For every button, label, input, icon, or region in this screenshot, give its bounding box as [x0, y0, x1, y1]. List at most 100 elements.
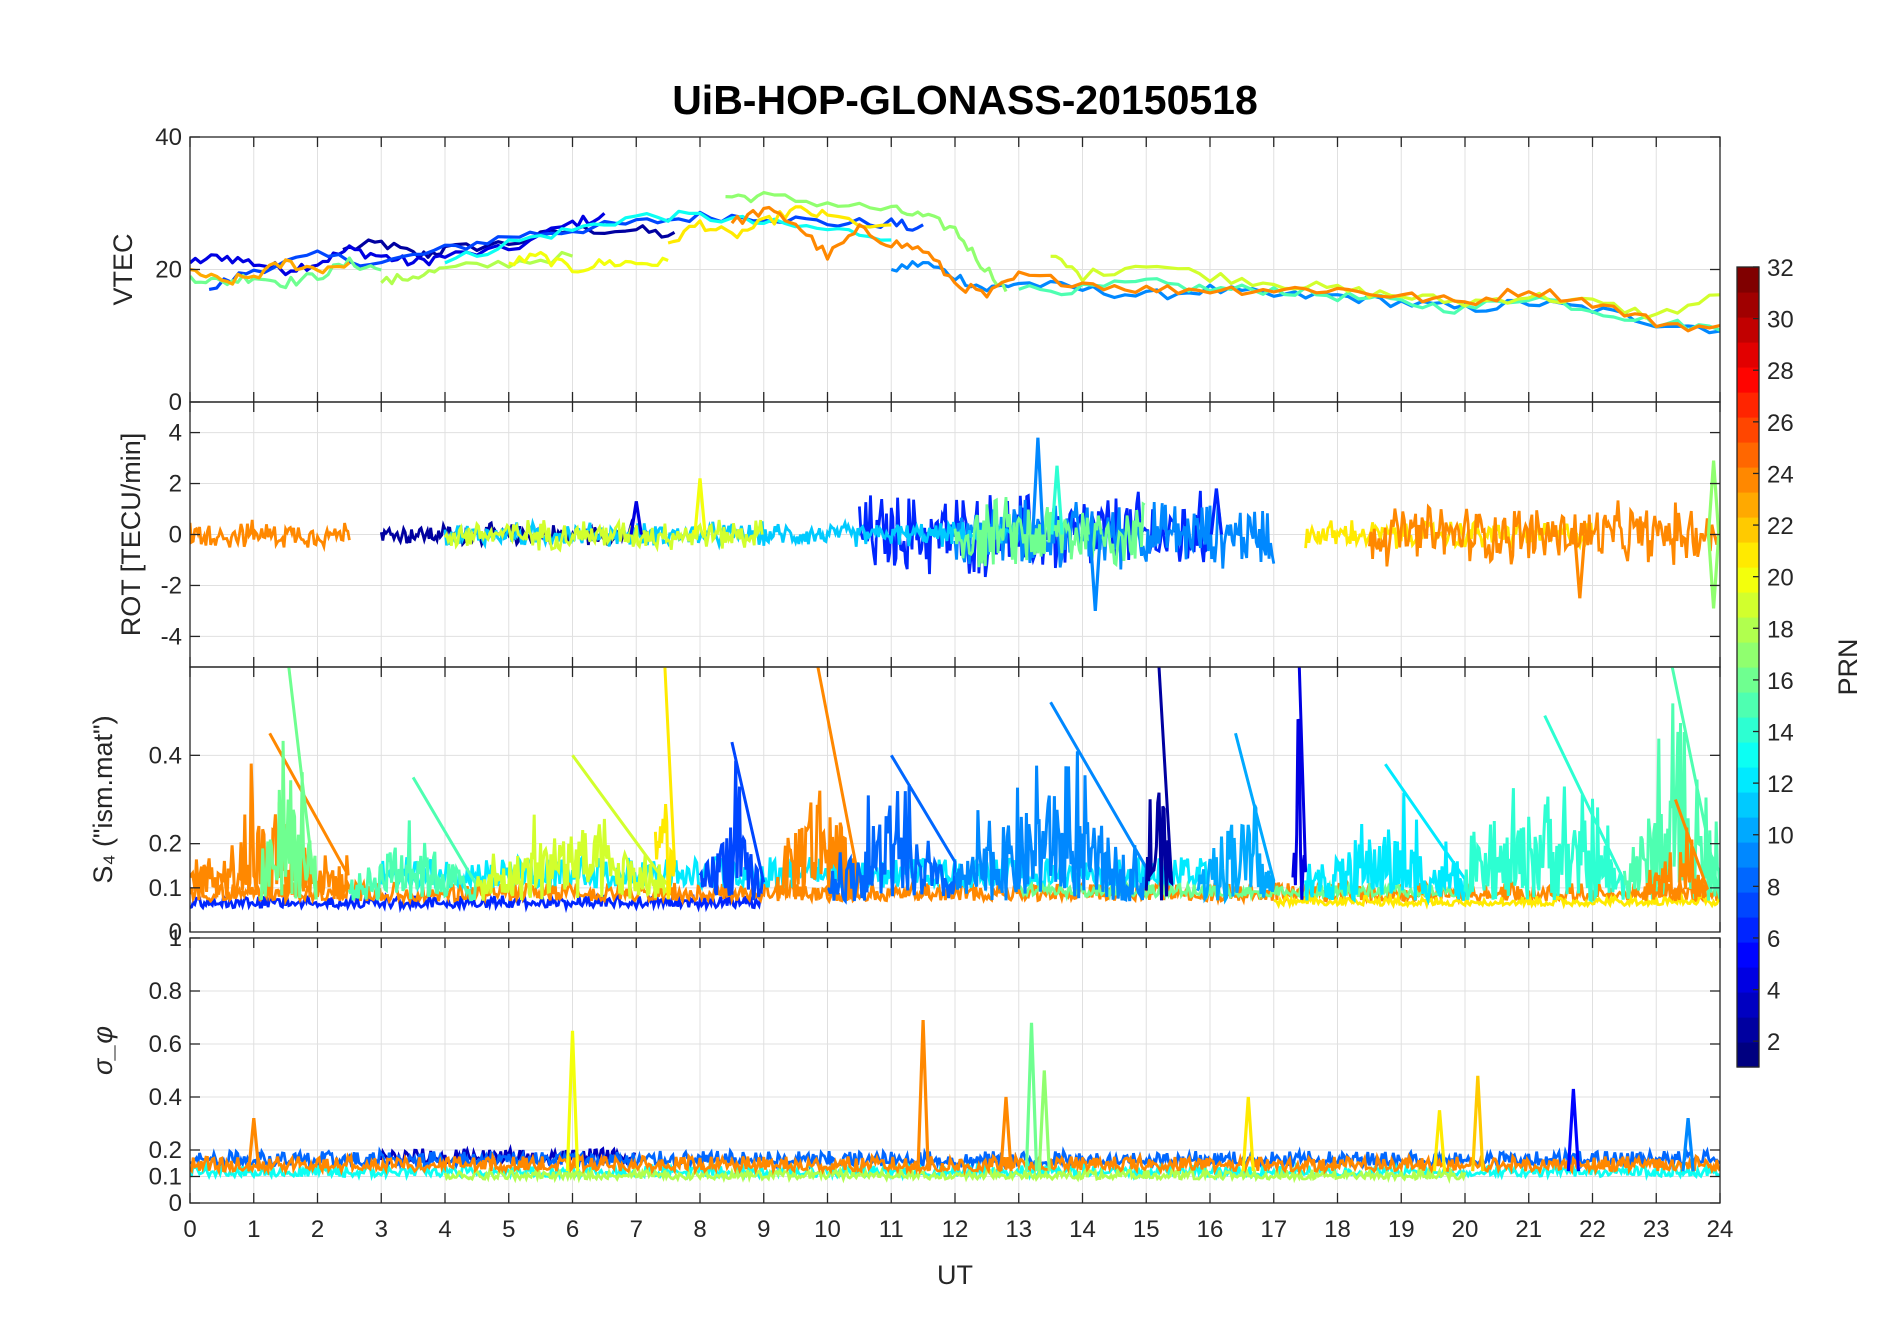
series-group	[190, 191, 1720, 335]
peak-prn-17	[1706, 460, 1720, 535]
series-noise-prn-24	[190, 1151, 1720, 1177]
ticks: 00.10.20.40.60.810 1 2 3 4 5 6 7 8 9 10 11 12 13 14 15 1…	[149, 925, 1734, 1243]
colorbar-band	[1737, 717, 1759, 743]
series-group	[190, 667, 1720, 914]
burst-prn-19	[475, 754, 670, 901]
peak-prn-24	[999, 1096, 1013, 1172]
peak-prn-14	[1050, 465, 1064, 535]
y-tick-label: 4	[169, 420, 182, 447]
colorbar-frame	[1736, 266, 1760, 1068]
peak-prn-20	[693, 478, 707, 535]
colorbar-band	[1737, 292, 1759, 318]
y-tick-label: 0	[169, 389, 182, 416]
x-tick-label: 19	[1388, 1216, 1415, 1243]
peak-prn-17	[1706, 534, 1720, 609]
peak-prn-24	[1573, 534, 1587, 599]
peak-prn-22	[1471, 1075, 1485, 1172]
series-line-prn-19	[1050, 254, 1720, 320]
x-tick-label: 10	[814, 1216, 841, 1243]
series-line-prn-23	[190, 258, 351, 286]
colorbar-band	[1737, 317, 1759, 343]
y-tick-label: 0.4	[149, 1084, 182, 1111]
x-tick-label: 17	[1260, 1216, 1287, 1243]
series-line-prn-2	[342, 224, 676, 260]
y-tick-label: 0.4	[149, 742, 182, 769]
peak-prn-9	[1681, 1118, 1695, 1172]
colorbar-band	[1737, 392, 1759, 418]
peak-prn-24	[247, 1118, 261, 1172]
series-line-prn-20	[508, 250, 669, 274]
peak-prn-5	[1566, 1088, 1581, 1172]
colorbar-tick-label: 14	[1767, 720, 1794, 747]
series-noise-prn-21	[1273, 891, 1720, 910]
series-group	[190, 437, 1720, 612]
chart-title: UiB-HOP-GLONASS-20150518	[672, 77, 1258, 123]
y-tick-label: 0	[169, 919, 182, 946]
colorbar-band	[1737, 692, 1759, 718]
colorbar-band	[1737, 567, 1759, 593]
colorbar-tick-label: 28	[1767, 358, 1794, 385]
x-tick-label: 13	[1005, 1216, 1032, 1243]
colorbar-band	[1737, 517, 1759, 543]
colorbar-tick-label: 12	[1767, 771, 1794, 798]
colorbar-band	[1737, 917, 1759, 943]
gridlines	[189, 136, 1721, 403]
x-tick-label: 15	[1133, 1216, 1160, 1243]
x-tick-label: 20	[1452, 1216, 1479, 1243]
x-axis-label: UT	[937, 1260, 973, 1290]
colorbar-band	[1737, 592, 1759, 618]
peak-prn-16	[1024, 1022, 1039, 1172]
colorbar-band	[1737, 467, 1759, 493]
peak-prn-4	[629, 501, 643, 535]
y-tick-label: 0.8	[149, 978, 182, 1005]
burst-prn-7	[698, 741, 766, 901]
colorbar-tick-label: 2	[1767, 1029, 1780, 1056]
burst-prn-12	[1304, 763, 1467, 906]
series-noise-prn-19	[443, 517, 764, 553]
burst-prn-2	[1144, 667, 1174, 901]
burst-prn-24	[1642, 798, 1709, 902]
x-tick-label: 0	[183, 1216, 196, 1243]
colorbar-band	[1737, 792, 1759, 818]
burst-prn-15	[1622, 667, 1720, 901]
colorbar-tick-label: 26	[1767, 410, 1794, 437]
colorbar-tick-label: 32	[1767, 255, 1794, 282]
burst-prn-4	[1291, 667, 1308, 900]
peak-prn-21	[1432, 1110, 1447, 1172]
colorbar-band	[1737, 417, 1759, 443]
colorbar-band	[1737, 942, 1759, 968]
panel-sigma_phi: 00.10.20.40.60.810 1 2 3 4 5 6 7 8 9 10 11 12 13 14 15 1…	[88, 925, 1733, 1290]
y-tick-label: 0.2	[149, 1137, 182, 1164]
x-tick-label: 8	[693, 1216, 706, 1243]
colorbar-tick-label: 24	[1767, 461, 1794, 488]
x-tick-label: 1	[247, 1216, 260, 1243]
series-noise-prn-16	[953, 496, 1146, 568]
y-axis-label: ROT [TECU/min]	[116, 433, 146, 637]
y-tick-label: 0.2	[149, 831, 182, 858]
y-tick-label: 1	[169, 925, 182, 952]
x-tick-label: 18	[1324, 1216, 1351, 1243]
series-line-prn-21	[667, 205, 892, 245]
colorbar-band	[1737, 842, 1759, 868]
x-tick-label: 2	[311, 1216, 324, 1243]
y-tick-label: 2	[169, 471, 182, 498]
y-tick-label: 40	[155, 124, 182, 151]
x-tick-label: 24	[1707, 1216, 1734, 1243]
colorbar-tick-label: 4	[1767, 978, 1780, 1005]
series-line-prn-9	[890, 260, 1720, 335]
burst-prn-16	[258, 667, 318, 901]
colorbar-band	[1737, 442, 1759, 468]
series-noise-prn-24	[1368, 500, 1720, 567]
peak-prn-9	[1031, 437, 1045, 535]
y-tick-label: -4	[161, 623, 182, 650]
x-tick-label: 7	[630, 1216, 643, 1243]
burst-prn-8	[827, 754, 957, 905]
burst-prn-9	[953, 701, 1148, 902]
colorbar-band	[1737, 667, 1759, 693]
burst-prn-15	[347, 776, 479, 902]
colorbar-band	[1737, 817, 1759, 843]
colorbar-band	[1737, 367, 1759, 393]
colorbar-tick-label: 18	[1767, 616, 1794, 643]
peak-prn-20	[565, 1030, 580, 1172]
